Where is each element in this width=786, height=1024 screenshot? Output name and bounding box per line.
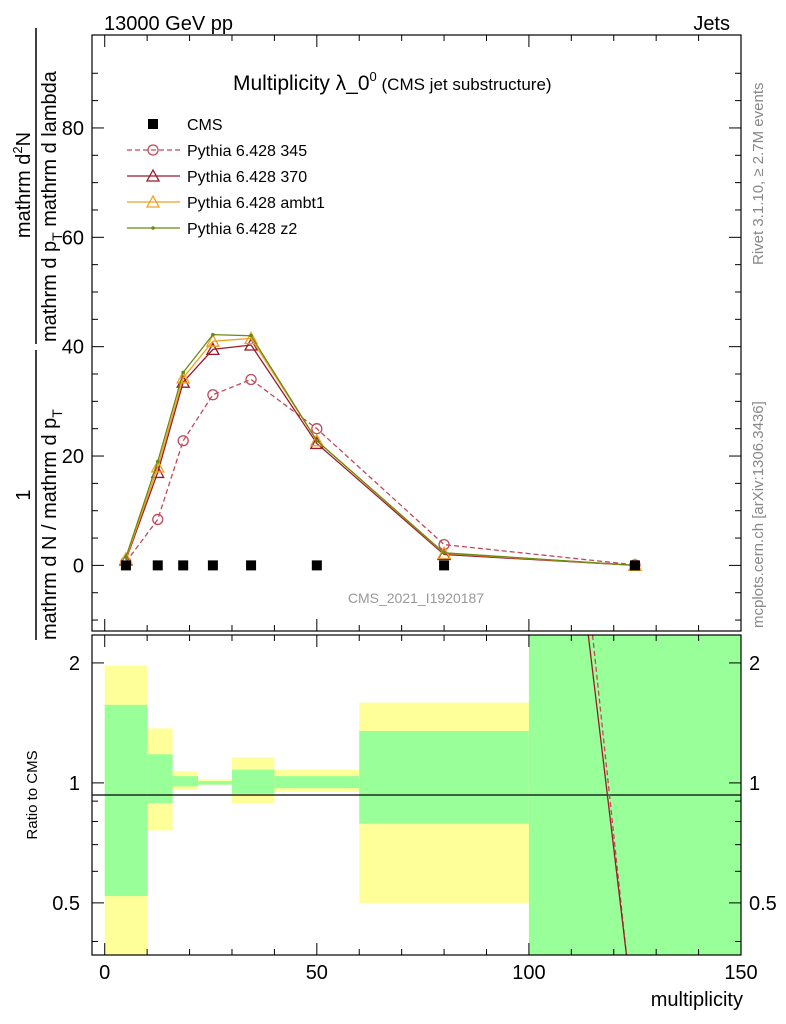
main-ylabel: 1 mathrm d N / mathrm d pT mathrm d2N ma… xyxy=(10,28,65,640)
ratio-band-green xyxy=(198,781,232,785)
x-tick-label: 50 xyxy=(306,962,328,984)
legend-entry-pythia-6-428-ambt1: Pythia 6.428 ambt1 xyxy=(127,194,325,212)
legend-marker xyxy=(147,144,159,156)
legend-label: Pythia 6.428 z2 xyxy=(187,221,297,238)
ratio-ytick-label-right: 0.5 xyxy=(749,893,777,915)
series-cms xyxy=(120,560,640,571)
ratio-ytick-label: 1 xyxy=(69,773,80,795)
ratio-band-green xyxy=(274,776,360,789)
ratio-band-green xyxy=(231,769,275,794)
legend-entry-pythia-6-428-345: Pythia 6.428 345 xyxy=(127,143,307,160)
ylabel-pref-den: mathrm d N / mathrm d pT xyxy=(39,409,65,640)
legend-label: CMS xyxy=(187,117,223,134)
legend-marker xyxy=(145,194,161,208)
data-point-pythia-6-428-ambt1 xyxy=(309,433,324,447)
ylabel-num: mathrm d2N xyxy=(10,132,35,238)
data-point-cms xyxy=(120,560,131,571)
data-point-cms xyxy=(629,560,640,571)
legend-label: Pythia 6.428 370 xyxy=(187,169,307,186)
main-ytick-label: 0 xyxy=(73,555,84,577)
data-point-cms xyxy=(207,560,218,571)
ratio-ytick-label: 0.5 xyxy=(52,893,80,915)
rivet-label: Rivet 3.1.10, ≥ 2.7M events xyxy=(750,83,767,266)
ratio-ytick-label: 2 xyxy=(69,653,80,675)
series-pythia-6-428-345 xyxy=(120,373,641,571)
ratio-ytick-label-right: 2 xyxy=(749,653,760,675)
mcplots-label: mcplots.cern.ch [arXiv:1306.3436] xyxy=(750,401,767,628)
ratio-lines-layer xyxy=(587,634,628,956)
ylabel-pref-num: 1 xyxy=(13,489,35,500)
legend-entry-pythia-6-428-z2: Pythia 6.428 z2 xyxy=(127,221,297,238)
ratio-line xyxy=(591,634,628,956)
data-point-pythia-6-428-ambt1 xyxy=(176,370,191,384)
main-ytick-label: 40 xyxy=(62,337,84,359)
legend-label: Pythia 6.428 ambt1 xyxy=(187,195,325,212)
data-point-pythia-6-428-ambt1 xyxy=(205,333,220,347)
main-title: Multiplicity λ_00 (CMS jet substructure) xyxy=(233,69,552,95)
data-point-pythia-6-428-345 xyxy=(245,373,257,386)
legend-marker xyxy=(151,226,155,230)
data-point-cms xyxy=(311,560,322,571)
data-point-pythia-6-428-z2 xyxy=(249,333,253,338)
data-point-pythia-6-428-z2 xyxy=(124,555,128,559)
main-ticks: 0 20 40 60 80 xyxy=(62,35,742,631)
data-point-pythia-6-428-z2 xyxy=(315,438,319,443)
ratio-panel: 0.5 0.5 1 1 2 2 0 50 100 150 Ratio to CMS multipl… xyxy=(24,634,777,1011)
main-ytick-label: 20 xyxy=(62,446,84,468)
legend-marker xyxy=(148,119,158,129)
ratio-band-green xyxy=(147,754,173,804)
data-point-pythia-6-428-345 xyxy=(207,389,219,401)
data-point-pythia-6-428-345 xyxy=(152,513,164,526)
ylabel-den: mathrm d pT mathrm d lambda xyxy=(39,70,65,342)
data-point-pythia-6-428-370 xyxy=(205,342,220,356)
data-point-pythia-6-428-z2 xyxy=(181,370,185,375)
series-line-pythia-6-428-345 xyxy=(125,378,636,566)
legend-label: Pythia 6.428 345 xyxy=(187,143,307,160)
data-point-pythia-6-428-z2 xyxy=(442,551,446,555)
main-panel: 0 20 40 60 80 Multiplicity λ_00 (CMS jet sub… xyxy=(62,34,742,632)
data-point-pythia-6-428-ambt1 xyxy=(243,331,259,345)
data-point-cms xyxy=(152,560,163,571)
data-point-cms xyxy=(439,560,450,571)
ratio-ytick-label-right: 1 xyxy=(749,773,760,795)
header-left: 13000 GeV pp xyxy=(104,13,233,35)
main-frame xyxy=(91,34,742,632)
data-point-pythia-6-428-370 xyxy=(243,337,259,351)
series-line-pythia-6-428-z2 xyxy=(125,333,635,567)
x-tick-label: 100 xyxy=(512,962,545,984)
watermark: CMS_2021_I1920187 xyxy=(348,590,484,606)
data-point-cms xyxy=(246,560,257,571)
ratio-ticks: 0.5 0.5 1 1 2 2 0 50 100 150 xyxy=(52,635,777,984)
series-pythia-6-428-z2 xyxy=(124,332,637,568)
ratio-band-green xyxy=(172,776,199,787)
legend-marker xyxy=(145,168,161,182)
legend: CMS Pythia 6.428 345 Pythia 6.428 370 Pythi… xyxy=(127,117,325,238)
x-tick-label: 150 xyxy=(724,962,757,984)
main-ytick-label: 60 xyxy=(62,227,84,249)
legend-entry-pythia-6-428-370: Pythia 6.428 370 xyxy=(127,168,307,186)
x-axis-label: multiplicity xyxy=(651,989,743,1011)
series-pythia-6-428-370 xyxy=(118,337,643,572)
ratio-frame xyxy=(91,634,742,956)
ratio-band-green xyxy=(359,730,529,824)
series-layer xyxy=(118,331,643,572)
header-right: Jets xyxy=(693,13,730,35)
ratio-line xyxy=(587,634,628,956)
ratio-band-green xyxy=(104,704,148,897)
legend-entry-cms: CMS xyxy=(148,117,223,134)
series-line-pythia-6-428-370 xyxy=(125,344,635,567)
ratio-ylabel: Ratio to CMS xyxy=(24,750,41,839)
data-point-cms xyxy=(178,560,189,571)
main-ytick-label: 80 xyxy=(62,118,84,140)
series-line-pythia-6-428-ambt1 xyxy=(125,337,635,567)
data-point-pythia-6-428-z2 xyxy=(155,459,160,464)
data-point-pythia-6-428-345 xyxy=(177,435,189,447)
data-point-pythia-6-428-ambt1 xyxy=(150,459,165,473)
data-point-pythia-6-428-z2 xyxy=(211,332,215,337)
x-tick-label: 0 xyxy=(99,962,110,984)
series-pythia-6-428-ambt1 xyxy=(118,331,643,572)
